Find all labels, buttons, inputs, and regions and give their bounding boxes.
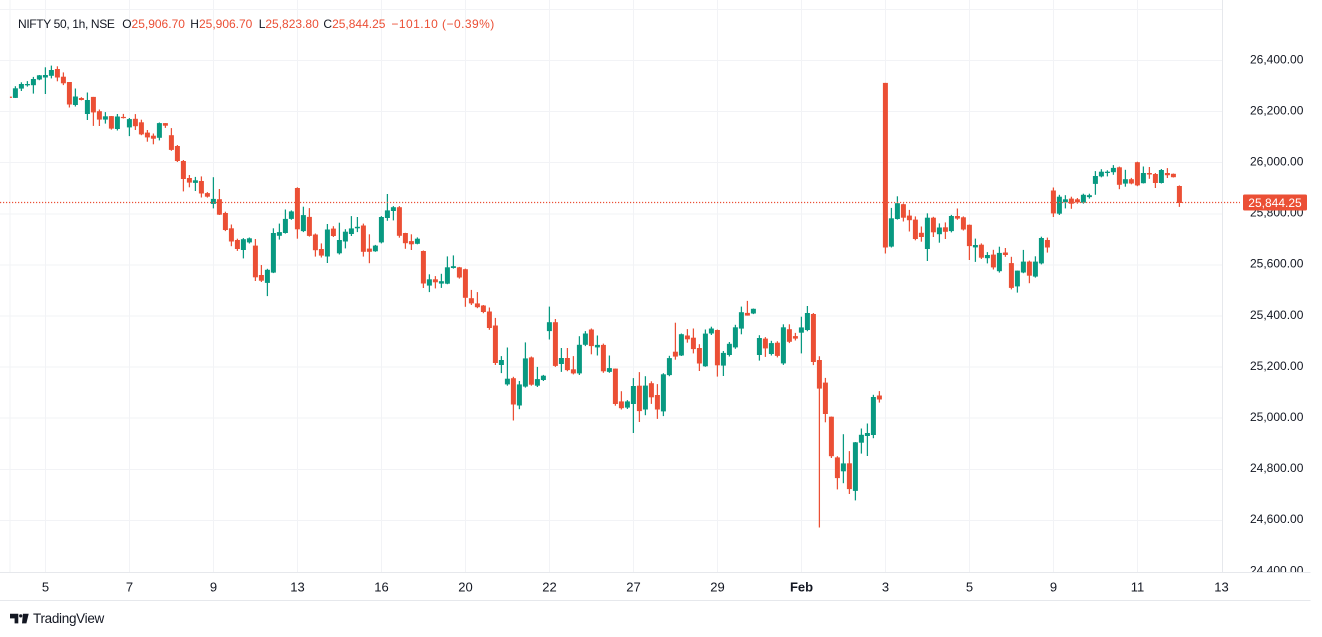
svg-text:O25,906.70: O25,906.70 [122,17,185,31]
svg-text:C25,844.25: C25,844.25 [323,17,385,31]
svg-text:L25,823.80: L25,823.80 [259,17,319,31]
svg-text:24,800.00: 24,800.00 [1250,461,1304,475]
svg-text:13: 13 [1214,580,1228,595]
svg-text:TradingView: TradingView [33,611,105,626]
svg-text:29: 29 [710,580,724,595]
svg-text:Feb: Feb [790,580,813,595]
svg-text:25,600.00: 25,600.00 [1250,257,1304,271]
svg-text:26,400.00: 26,400.00 [1250,52,1304,66]
svg-text:−101.10 (−0.39%): −101.10 (−0.39%) [391,17,494,31]
svg-text:24,600.00: 24,600.00 [1250,512,1304,526]
svg-text:25,000.00: 25,000.00 [1250,410,1304,424]
svg-text:26,200.00: 26,200.00 [1250,103,1304,117]
svg-text:20: 20 [458,580,472,595]
svg-text:NIFTY 50, 1h, NSE: NIFTY 50, 1h, NSE [18,17,115,31]
svg-text:9: 9 [210,580,217,595]
svg-text:11: 11 [1131,580,1145,595]
svg-text:25,200.00: 25,200.00 [1250,359,1304,373]
svg-text:25,400.00: 25,400.00 [1250,308,1304,322]
svg-text:H25,906.70: H25,906.70 [190,17,252,31]
svg-text:26,000.00: 26,000.00 [1250,155,1304,169]
svg-text:9: 9 [1050,580,1057,595]
svg-text:5: 5 [966,580,973,595]
svg-text:22: 22 [542,580,556,595]
svg-text:16: 16 [374,580,388,595]
svg-text:27: 27 [626,580,640,595]
svg-text:25,844.25: 25,844.25 [1248,196,1302,210]
svg-text:7: 7 [126,580,133,595]
svg-text:3: 3 [882,580,889,595]
svg-text:5: 5 [42,580,49,595]
svg-text:13: 13 [290,580,304,595]
